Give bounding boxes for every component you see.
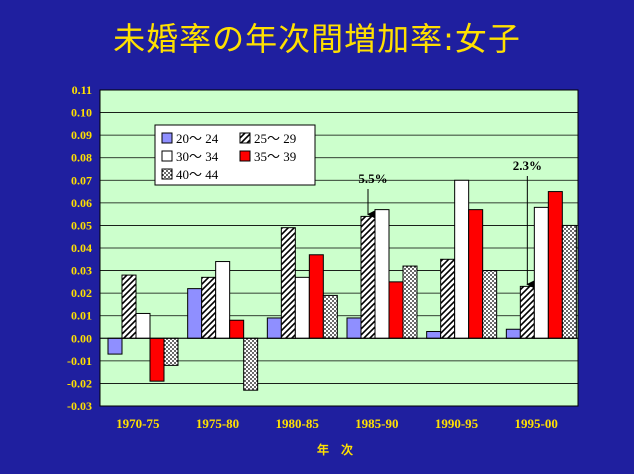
bar [187, 288, 203, 339]
legend-label: 25〜 29 [254, 131, 296, 146]
y-tick-label: 0.04 [71, 241, 92, 255]
bar [107, 337, 123, 355]
bar [374, 209, 390, 339]
x-tick-label: 1990-95 [435, 416, 479, 431]
x-axis-label: 年 次 [317, 442, 353, 457]
bar [360, 215, 376, 339]
bar [454, 179, 470, 339]
bar [266, 317, 282, 339]
legend-swatch [161, 132, 173, 144]
bar [468, 209, 484, 339]
x-tick-label: 1980-85 [275, 416, 319, 431]
bar [215, 261, 231, 339]
chart-title: 未婚率の年次間増加率:女子 [113, 20, 521, 58]
bar [149, 337, 165, 382]
legend-label: 20〜 24 [176, 131, 219, 146]
y-tick-label: -0.02 [67, 376, 92, 390]
legend-swatch [161, 168, 173, 180]
legend-label: 30〜 34 [176, 149, 219, 164]
bar [229, 319, 245, 339]
x-tick-label: 1970-75 [116, 416, 160, 431]
legend-swatch [239, 132, 251, 144]
bar [505, 328, 521, 339]
bar [519, 285, 535, 339]
y-tick-label: 0.07 [71, 173, 92, 187]
bar [201, 276, 217, 339]
bar [294, 276, 310, 339]
y-tick-label: 0.11 [72, 83, 92, 97]
y-tick-label: 0.00 [71, 331, 92, 345]
bar [322, 294, 338, 339]
x-tick-label: 1985-90 [355, 416, 398, 431]
x-tick-label: 1995-00 [514, 416, 557, 431]
y-tick-label: 0.03 [71, 264, 92, 278]
bar [388, 281, 404, 339]
bar [280, 227, 296, 339]
legend-swatch [161, 150, 173, 162]
bar [402, 265, 418, 339]
y-tick-label: 0.08 [71, 151, 92, 165]
bar [163, 337, 179, 366]
bar [533, 206, 549, 339]
legend-label: 40〜 44 [176, 167, 219, 182]
bar [426, 331, 442, 339]
y-tick-label: 0.10 [71, 106, 92, 120]
annotation-label: 5.5% [358, 171, 387, 186]
y-tick-label: -0.01 [67, 354, 92, 368]
y-tick-label: -0.03 [67, 399, 92, 413]
bar [547, 191, 563, 339]
bar [482, 270, 498, 339]
y-tick-label: 0.05 [71, 218, 92, 232]
x-tick-label: 1975-80 [196, 416, 239, 431]
bar [135, 312, 151, 339]
y-tick-label: 0.02 [71, 286, 92, 300]
annotation-label: 2.3% [513, 158, 542, 173]
y-tick-label: 0.09 [71, 128, 92, 142]
y-tick-label: 0.01 [71, 309, 92, 323]
legend-label: 35〜 39 [254, 149, 296, 164]
bar [561, 224, 577, 339]
bar [346, 317, 362, 339]
y-tick-label: 0.06 [71, 196, 92, 210]
legend-swatch [239, 150, 251, 162]
bar [121, 274, 137, 339]
bar [308, 254, 324, 339]
bar [243, 337, 259, 391]
bar [440, 258, 456, 339]
legend [154, 124, 316, 186]
